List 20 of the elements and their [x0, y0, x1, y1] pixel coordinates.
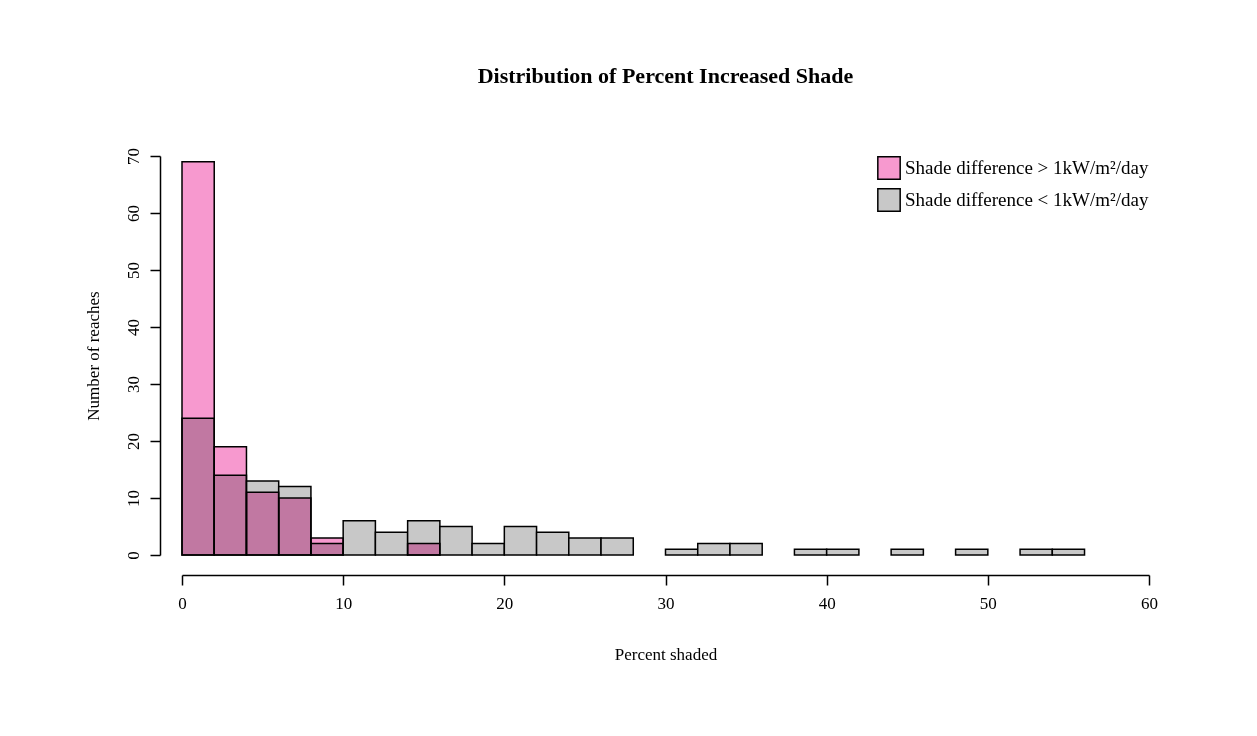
- legend-label: Shade difference < 1kW/m²/day: [905, 189, 1149, 210]
- y-tick-label: 70: [123, 148, 143, 165]
- y-axis-title: Number of reaches: [83, 291, 103, 421]
- y-tick-label: 60: [123, 205, 143, 222]
- x-tick-label: 40: [818, 593, 836, 613]
- x-axis-title: Percent shaded: [614, 644, 718, 664]
- chart-title: Distribution of Percent Increased Shade: [477, 62, 854, 88]
- y-tick-label: 40: [123, 319, 143, 336]
- y-tick-label: 50: [123, 262, 143, 279]
- y-tick-label: 0: [123, 551, 143, 560]
- x-tick-label: 30: [657, 593, 675, 613]
- x-tick-label: 10: [335, 593, 353, 613]
- y-tick-label: 30: [123, 376, 143, 393]
- y-tick-label: 20: [123, 433, 143, 450]
- x-tick-label: 0: [178, 593, 187, 613]
- x-tick-label: 20: [496, 593, 514, 613]
- legend-label: Shade difference > 1kW/m²/day: [905, 157, 1149, 178]
- y-tick-label: 10: [123, 490, 143, 507]
- x-tick-label: 60: [1141, 593, 1158, 613]
- x-tick-label: 50: [979, 593, 997, 613]
